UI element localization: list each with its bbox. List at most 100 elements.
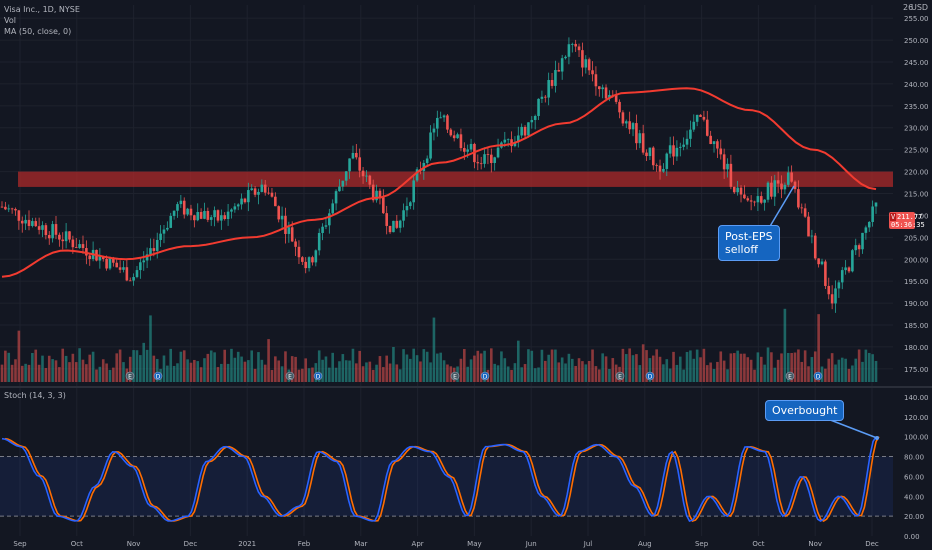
volume-bar bbox=[280, 366, 284, 382]
candle-body bbox=[398, 220, 402, 228]
candle-body bbox=[280, 215, 284, 220]
candle-body bbox=[581, 50, 584, 68]
volume-bar bbox=[304, 358, 308, 382]
volume-bar bbox=[591, 349, 594, 382]
candle-body bbox=[196, 212, 200, 221]
volume-bar bbox=[479, 353, 483, 382]
candle-body bbox=[166, 227, 169, 230]
volume-bars bbox=[0, 308, 878, 382]
stoch-label[interactable]: Stoch (14, 3, 3) bbox=[4, 391, 66, 400]
stoch-axis[interactable]: 0.00 20.00 40.00 60.00 80.00 100.00 120.00 140.… bbox=[904, 394, 929, 541]
candle-body bbox=[7, 208, 11, 210]
volume-bar bbox=[317, 350, 321, 382]
stoch-tick-label: 0.00 bbox=[904, 533, 920, 541]
candle-body bbox=[716, 141, 719, 149]
candle-body bbox=[476, 162, 480, 164]
volume-bar bbox=[851, 365, 854, 382]
volume-bar bbox=[675, 364, 679, 382]
time-tick-label: Dec bbox=[865, 540, 879, 548]
volume-bar bbox=[651, 355, 655, 382]
candle-body bbox=[554, 70, 557, 86]
candle-body bbox=[382, 197, 385, 214]
earnings-marker bbox=[285, 371, 295, 381]
volume-bar bbox=[402, 349, 405, 382]
candle-body bbox=[867, 221, 871, 228]
volume-bar bbox=[169, 348, 173, 382]
candle-body bbox=[311, 257, 314, 263]
candle-body bbox=[216, 210, 220, 221]
candle-body bbox=[274, 196, 277, 207]
candle-body bbox=[236, 204, 240, 207]
volume-label[interactable]: Vol bbox=[4, 16, 16, 25]
candle-body bbox=[486, 154, 490, 156]
volume-bar bbox=[867, 352, 871, 382]
time-tick-label: Aug bbox=[638, 540, 652, 548]
volume-bar bbox=[736, 350, 739, 382]
candle-body bbox=[827, 285, 831, 295]
candle-body bbox=[776, 180, 780, 184]
candle-body bbox=[44, 225, 48, 236]
price-tick-label: 220.00 bbox=[904, 169, 929, 177]
volume-bar bbox=[766, 347, 770, 382]
candle-body bbox=[608, 94, 611, 99]
volume-bar bbox=[614, 364, 618, 382]
event-marker-glyph: D bbox=[156, 374, 161, 381]
candle-body bbox=[226, 211, 230, 220]
candle-body bbox=[85, 248, 88, 256]
candle-body bbox=[331, 203, 335, 214]
price-axis[interactable]: 175.00 180.00 185.00 190.00 195.00 200.00 205.… bbox=[904, 15, 929, 374]
candle-body bbox=[220, 215, 223, 221]
volume-bar bbox=[871, 354, 874, 382]
candle-body bbox=[58, 234, 61, 240]
currency-label[interactable]: USD bbox=[911, 3, 929, 12]
volume-bar bbox=[746, 357, 750, 382]
candle-body bbox=[14, 208, 17, 211]
volume-bar bbox=[800, 361, 804, 382]
time-axis[interactable]: Sep Oct Nov Dec 2021 Feb Mar Apr May Jun Jul Aug Sep… bbox=[13, 540, 879, 548]
candle-body bbox=[307, 257, 311, 269]
volume-bar bbox=[554, 349, 557, 382]
volume-bar bbox=[4, 350, 7, 382]
volume-bar bbox=[729, 353, 733, 382]
candle-body bbox=[466, 149, 469, 152]
candle-body bbox=[365, 175, 368, 177]
candle-body bbox=[665, 153, 669, 169]
volume-bar bbox=[257, 352, 260, 382]
candle-body bbox=[874, 202, 878, 207]
volume-bar bbox=[71, 353, 75, 382]
volume-bar bbox=[533, 368, 537, 382]
candle-body bbox=[321, 226, 324, 233]
volume-bar bbox=[506, 366, 510, 382]
candle-body bbox=[142, 260, 146, 263]
volume-bar bbox=[793, 352, 797, 382]
candle-body bbox=[813, 235, 817, 259]
price-tick-label: 190.00 bbox=[904, 300, 929, 308]
candle-body bbox=[722, 154, 726, 170]
stoch-d-line bbox=[4, 436, 880, 523]
volume-bar bbox=[284, 351, 287, 382]
symbol-line[interactable]: Visa Inc., 1D, NYSE bbox=[4, 5, 80, 14]
volume-bar bbox=[803, 350, 807, 382]
volume-bar bbox=[611, 358, 615, 382]
volume-bar bbox=[263, 364, 267, 382]
ma-label[interactable]: MA (50, close, 0) bbox=[4, 27, 72, 36]
volume-bar bbox=[41, 355, 44, 382]
candle-body bbox=[203, 210, 206, 219]
volume-bar bbox=[550, 349, 554, 382]
volume-bar bbox=[469, 359, 473, 382]
candle-body bbox=[182, 200, 186, 215]
candle-body bbox=[749, 200, 753, 202]
chart-legend: Visa Inc., 1D, NYSE Vol MA (50, close, 0… bbox=[4, 4, 80, 37]
candle-body bbox=[567, 44, 571, 57]
stoch-legend[interactable]: Stoch (14, 3, 3) bbox=[4, 390, 66, 401]
price-tick-label: 185.00 bbox=[904, 322, 929, 330]
volume-bar bbox=[439, 352, 442, 382]
volume-bar bbox=[537, 367, 540, 382]
ma-50-line bbox=[1, 87, 877, 278]
candle-body bbox=[47, 235, 51, 239]
volume-bar bbox=[830, 353, 834, 382]
dividend-marker bbox=[480, 371, 490, 381]
volume-bar bbox=[128, 356, 132, 382]
candle-body bbox=[385, 213, 388, 226]
